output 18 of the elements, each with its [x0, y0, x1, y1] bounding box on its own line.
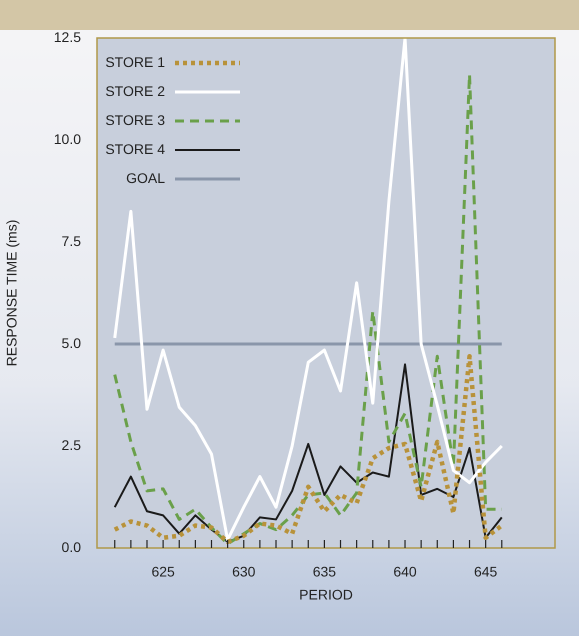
x-axis-title: PERIOD	[299, 586, 353, 602]
x-tick-label: 625	[151, 563, 176, 580]
y-tick-label: 10.0	[54, 130, 82, 147]
legend-label: STORE 2	[105, 82, 166, 99]
legend-label: STORE 4	[105, 140, 166, 157]
x-tick-label: 640	[393, 563, 417, 580]
y-tick-label: 2.5	[62, 436, 82, 453]
x-tick-label: 630	[232, 563, 256, 580]
y-tick-label: 0.0	[62, 538, 82, 555]
y-axis-title: RESPONSE TIME (ms)	[3, 220, 20, 366]
y-tick-label: 7.5	[62, 232, 82, 249]
legend-label: STORE 1	[105, 54, 166, 70]
y-tick-label: 5.0	[62, 334, 82, 351]
x-tick-label: 635	[312, 563, 336, 580]
legend-label: GOAL	[126, 170, 166, 186]
legend-label: STORE 3	[105, 112, 166, 128]
y-tick-label: 12.5	[54, 28, 82, 45]
x-tick-label: 645	[474, 563, 498, 580]
